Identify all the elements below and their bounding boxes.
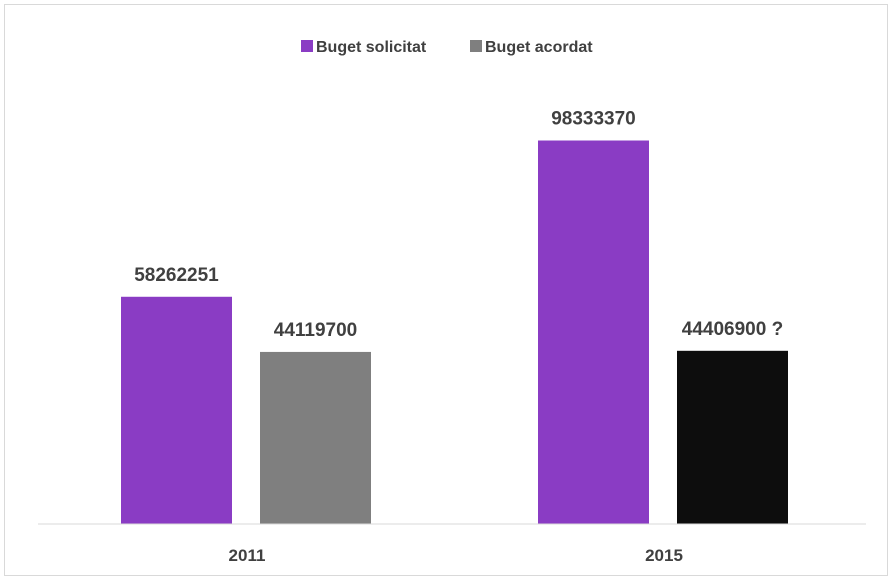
- data-label-acordat-2015: 44406900 ?: [682, 319, 783, 340]
- legend: Buget solicitat Buget acordat: [301, 39, 593, 56]
- bar-solicitat-2011: [121, 296, 232, 524]
- bar-acordat-2015: [677, 350, 788, 524]
- legend-swatch-solicitat: [301, 40, 313, 52]
- bar-acordat-2011: [260, 351, 371, 524]
- data-label-acordat-2011: 44119700: [274, 320, 358, 341]
- data-label-solicitat-2011: 58262251: [134, 265, 219, 286]
- legend-label-solicitat: Buget solicitat: [316, 39, 427, 56]
- data-label-solicitat-2015: 98333370: [551, 108, 636, 129]
- x-tick-label-2015: 2015: [645, 546, 683, 565]
- legend-swatch-acordat: [470, 40, 482, 52]
- legend-label-acordat: Buget acordat: [485, 39, 593, 56]
- bars: 58262251 44119700 98333370 44406900 ?: [121, 108, 788, 524]
- x-tick-label-2011: 2011: [229, 546, 266, 565]
- bar-solicitat-2015: [538, 140, 649, 524]
